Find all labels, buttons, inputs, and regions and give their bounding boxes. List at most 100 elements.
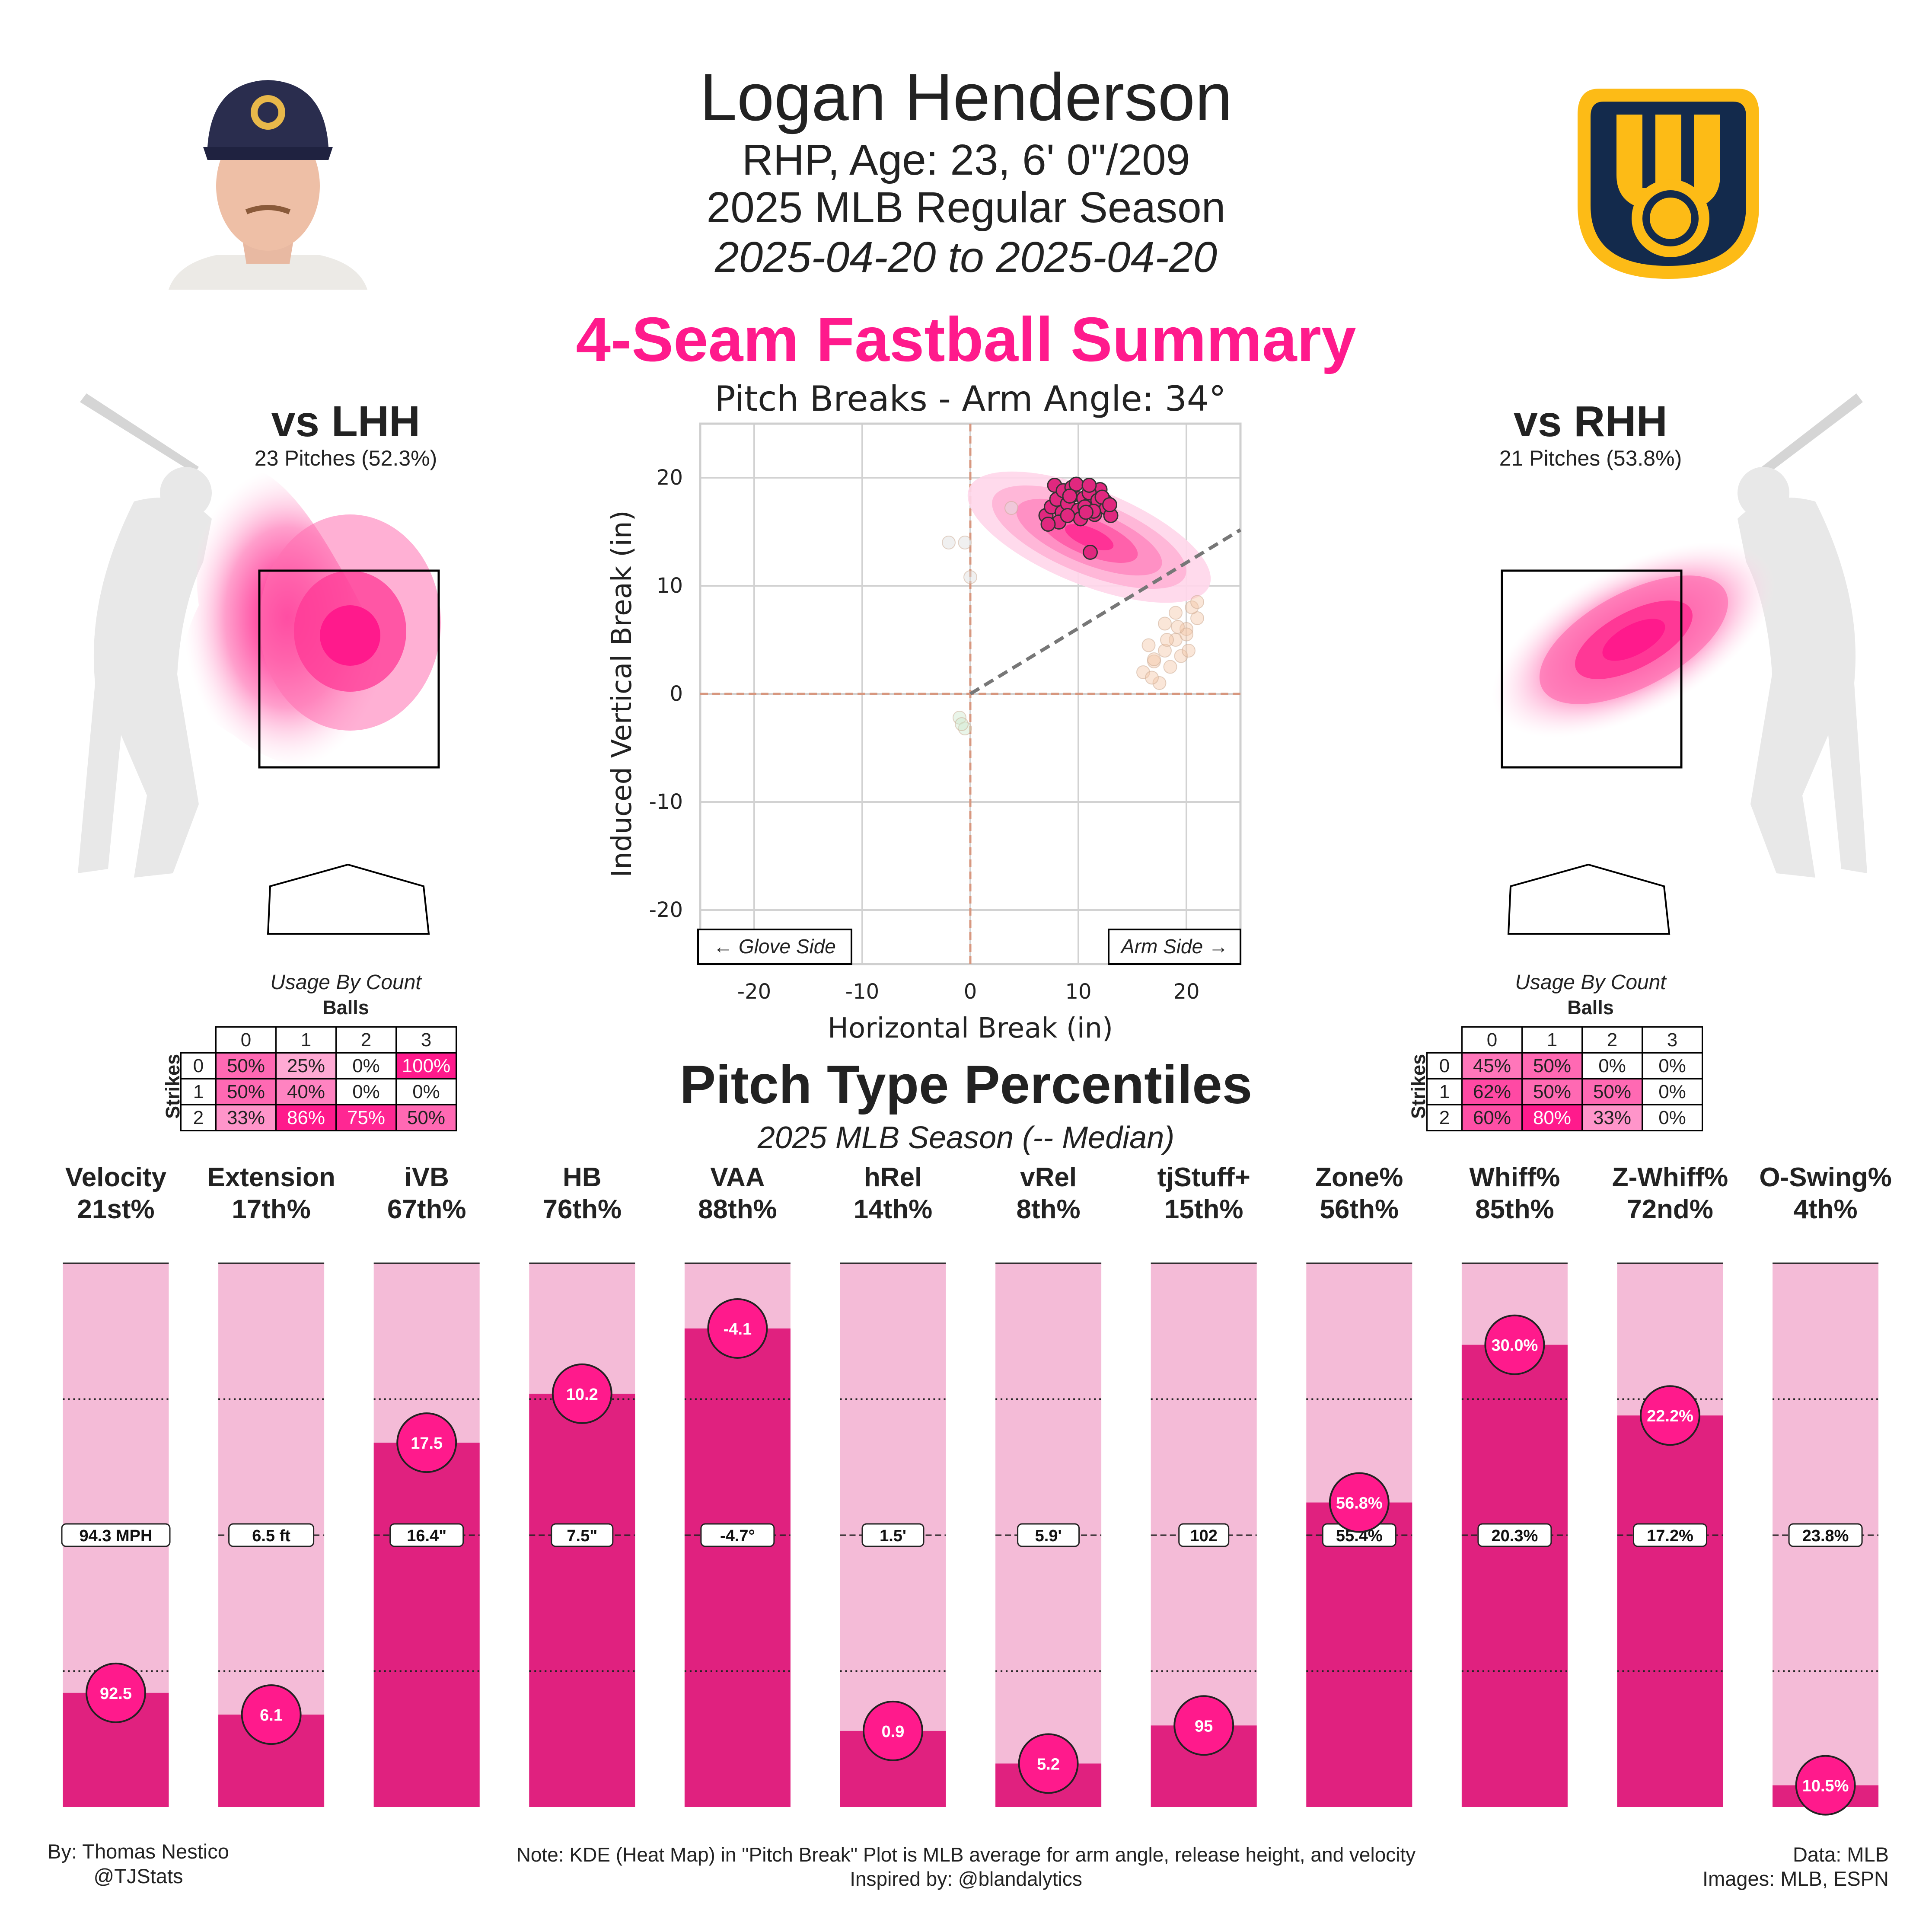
rhh-usage-cell: 50% [1581,1078,1643,1105]
lhh-usage-caption: Usage By Count [270,971,421,994]
lhh-usage-cell: 40% [275,1078,337,1105]
value-bubble [1484,1314,1545,1375]
pitch-point [1190,595,1204,609]
player-headshot [169,80,367,290]
lhh-usage-cell: 86% [275,1104,337,1131]
metric-name: O-Swing% [1759,1162,1892,1192]
rhh-usage-cell: 33% [1581,1104,1643,1131]
value-bubble [1640,1385,1700,1446]
lhh-usage-cell: 100% [395,1052,457,1079]
lhh-usage-cell: 0% [335,1078,397,1105]
median-value: 7.5" [567,1527,597,1545]
rhh-strike-header: 2 [1426,1104,1463,1131]
pitch-point [1081,478,1097,493]
percentile-bar [373,1443,480,1807]
median-value: 5.9' [1035,1527,1062,1545]
median-value: 16.4" [407,1527,446,1545]
pitch-point [1163,660,1177,674]
pitch-point [955,717,969,731]
rhh-usage-table: 0 1 2 3 0 45% 50% 0% 0% 1 62% 50% 50% 0% 2 60% 80% 33% 0% [1426,1026,1703,1131]
metric-name: hRel [864,1162,922,1192]
rhh-usage-cell: 50% [1521,1078,1583,1105]
value-label: 30.0% [1492,1337,1538,1355]
value-label: 5.2 [1037,1755,1060,1773]
rhh-ball-header: 3 [1642,1026,1703,1054]
pitch-point [1160,633,1174,647]
lhh-usage-cell: 50% [395,1104,457,1131]
x-axis-label: Horizontal Break (in) [828,1012,1113,1044]
pitch-break-plot: Pitch Breaks - Arm Angle: 34° -20 -10 0 10 20… [606,379,1242,1044]
pitch-point [1182,644,1196,658]
strike-zone [1501,569,1683,769]
footer-note: Note: KDE (Heat Map) in "Pitch Break" Pl… [516,1843,1416,1866]
batter-silhouette-right [1738,393,1867,878]
rhh-ball-header: 0 [1461,1026,1523,1054]
percentile-bar [1461,1344,1568,1807]
player-name: Logan Henderson [699,60,1233,134]
median-value: 102 [1190,1527,1217,1545]
value-label: 6.1 [260,1706,283,1724]
pitch-point [1180,622,1193,636]
value-label: -4.1 [724,1320,752,1338]
median-value: -4.7° [720,1527,755,1545]
rhh-usage-cell: 0% [1581,1052,1643,1079]
lhh-pitch-count: 23 Pitches (52.3%) [254,446,437,470]
lhh-strike-header: 0 [180,1052,217,1079]
team-logo [1578,89,1759,279]
metric-percentile: 14th% [853,1194,933,1224]
y-tick-label: 20 [657,466,683,490]
pitch-point [1158,644,1172,658]
pitch-point [1147,652,1161,666]
pitch-point [1174,649,1188,663]
percentile-bar [529,1393,635,1807]
metric-percentile: 21st% [77,1194,155,1224]
lhh-ball-header: 0 [215,1026,277,1054]
value-label: 17.5 [411,1434,443,1453]
arm-angle-line [969,528,1242,696]
median-value: 6.5 ft [252,1527,290,1545]
date-range: 2025-04-20 to 2025-04-20 [714,233,1217,281]
value-label: 0.9 [882,1723,905,1741]
pitch-point [1004,501,1018,515]
rhh-usage-cell: 45% [1461,1052,1523,1079]
lhh-usage-table: 0 1 2 3 0 50% 25% 0% 100% 1 50% 40% 0% 0% 2 33% 86% 75% 50… [180,1026,457,1131]
rhh-strike-header: 1 [1426,1078,1463,1105]
summary-title: 4-Seam Fastball Summary [576,304,1356,374]
median-box [1788,1523,1863,1547]
x-tick-label: 20 [1173,980,1199,1004]
pitch-point [942,536,956,549]
rhh-strike-header: 0 [1426,1052,1463,1079]
value-bubble [1795,1755,1856,1816]
lhh-usage-cell: 75% [335,1104,397,1131]
median-box [61,1523,171,1547]
y-tick-label: 0 [670,682,683,706]
pitch-point [1136,665,1150,679]
y-tick-label: -20 [649,898,683,922]
median-value: 23.8% [1802,1527,1849,1545]
strike-zone [258,569,440,769]
rhh-zone-panel [1492,393,1867,935]
percentile-bar [1306,1502,1412,1807]
pitch-point [1190,611,1204,625]
rhh-usage-caption: Usage By Count [1515,971,1666,994]
footer-images-source: Images: MLB, ESPN [1702,1867,1889,1890]
x-tick-label: -10 [845,980,879,1004]
x-tick-label: -20 [737,980,771,1004]
lhh-usage-cell: 25% [275,1052,337,1079]
metric-name: Zone% [1315,1162,1403,1192]
value-bubble [863,1700,923,1761]
pitch-point [1141,638,1156,652]
value-label: 92.5 [100,1685,132,1703]
value-label: 10.5% [1802,1777,1849,1795]
median-box [551,1523,614,1547]
x-tick-label: 0 [964,980,977,1004]
home-plate [267,863,430,935]
median-value: 20.3% [1492,1527,1538,1545]
home-plate [1507,863,1671,935]
lhh-ball-header: 2 [335,1026,397,1054]
season-label: 2025 MLB Regular Season [706,183,1226,232]
value-label: 22.2% [1647,1407,1693,1425]
value-bubble [1018,1733,1079,1794]
kde-contour [1065,524,1114,550]
lhh-usage-cell: 50% [215,1052,277,1079]
